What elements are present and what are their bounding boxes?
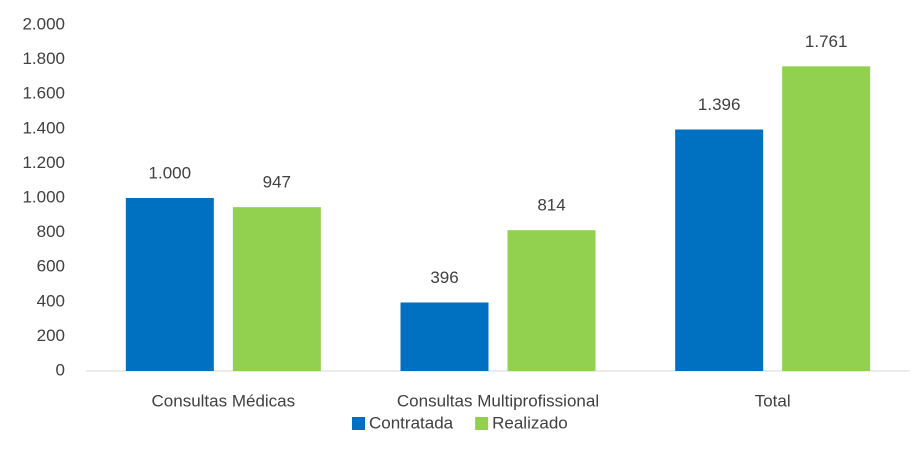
bar xyxy=(400,302,489,371)
y-tick-label: 200 xyxy=(37,326,65,345)
y-tick-label: 1.600 xyxy=(22,84,65,103)
y-tick-label: 0 xyxy=(56,360,65,379)
y-tick-label: 1.000 xyxy=(22,187,65,206)
legend-swatch xyxy=(352,417,365,430)
y-tick-label: 2.000 xyxy=(22,14,65,33)
bar xyxy=(675,129,764,371)
value-label: 1.396 xyxy=(698,95,741,114)
bar xyxy=(232,207,321,371)
x-tick-label: Consultas Multiprofissional xyxy=(397,391,599,410)
y-tick-label: 1.400 xyxy=(22,118,65,137)
y-tick-label: 600 xyxy=(37,257,65,276)
x-tick-label: Total xyxy=(755,391,791,410)
value-label: 1.000 xyxy=(149,163,192,182)
y-tick-label: 1.200 xyxy=(22,153,65,172)
legend-label: Contratada xyxy=(369,413,454,432)
y-tick-label: 800 xyxy=(37,222,65,241)
y-tick-label: 1.800 xyxy=(22,49,65,68)
value-label: 396 xyxy=(430,268,458,287)
x-tick-label: Consultas Médicas xyxy=(152,391,296,410)
bar xyxy=(507,230,596,371)
legend-label: Realizado xyxy=(492,413,568,432)
value-label: 1.761 xyxy=(805,32,848,51)
y-tick-label: 400 xyxy=(37,291,65,310)
value-label: 947 xyxy=(263,173,291,192)
legend-swatch xyxy=(475,417,489,430)
value-label: 814 xyxy=(537,196,565,215)
bar xyxy=(125,198,214,371)
bar xyxy=(782,66,871,372)
